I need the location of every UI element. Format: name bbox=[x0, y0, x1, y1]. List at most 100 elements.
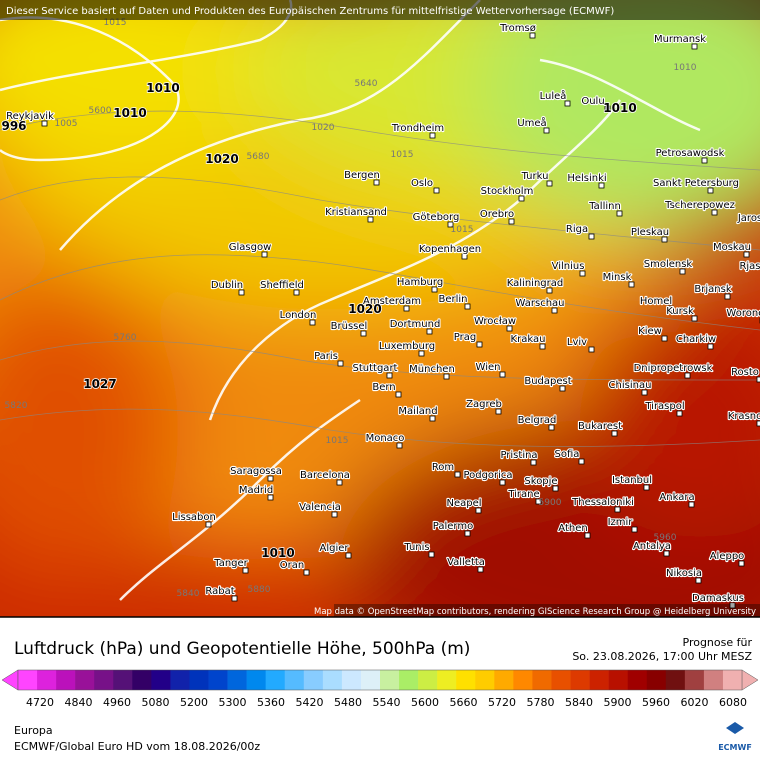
contour-label: 1010 bbox=[674, 63, 697, 73]
city-label: Moskau bbox=[713, 242, 751, 253]
city-marker bbox=[604, 105, 611, 112]
city-marker bbox=[447, 221, 454, 228]
city-label: Bukarest bbox=[578, 421, 622, 432]
city-label: Saragossa bbox=[230, 466, 282, 477]
colorbar-tick-label: 5080 bbox=[142, 696, 170, 709]
city-label: Neapel bbox=[446, 498, 481, 509]
city-label: Tanger bbox=[213, 558, 248, 569]
colorbar-tick-label: 5420 bbox=[296, 696, 324, 709]
city-label: Petrosawodsk bbox=[656, 148, 725, 159]
city-marker bbox=[529, 32, 536, 39]
colorbar-segment bbox=[227, 670, 247, 690]
colorbar-segment bbox=[608, 670, 628, 690]
city-label: Pristina bbox=[500, 450, 537, 461]
city-label: Chisinau bbox=[609, 380, 652, 391]
colorbar-segment bbox=[208, 670, 228, 690]
city-marker bbox=[461, 253, 468, 260]
city-marker bbox=[336, 479, 343, 486]
city-label: Brjansk bbox=[694, 284, 731, 295]
city-label: Homel bbox=[640, 296, 672, 307]
city-marker bbox=[205, 521, 212, 528]
colorbar-segment bbox=[170, 670, 190, 690]
contour-label: 5680 bbox=[247, 152, 270, 162]
contour-label: 5960 bbox=[654, 533, 677, 543]
city-label: Dublin bbox=[211, 280, 243, 291]
contour-label: 996 bbox=[1, 119, 26, 133]
city-label: Istanbul bbox=[612, 475, 652, 486]
colorbar-tick-label: 4840 bbox=[65, 696, 93, 709]
city-label: Luleå bbox=[540, 89, 567, 102]
city-label: Wien bbox=[476, 362, 501, 373]
attribution-background bbox=[334, 604, 760, 617]
colorbar-segment bbox=[380, 670, 400, 690]
banner-background bbox=[0, 0, 760, 20]
city-marker bbox=[499, 371, 506, 378]
city-marker bbox=[738, 560, 745, 567]
colorbar-segment bbox=[360, 670, 381, 690]
contour-label: 5600 bbox=[89, 106, 112, 116]
city-label: Bern bbox=[372, 382, 395, 393]
city-label: Sankt Petersburg bbox=[653, 178, 739, 189]
city-marker bbox=[475, 507, 482, 514]
city-marker bbox=[367, 216, 374, 223]
city-label: Vilnius bbox=[552, 261, 585, 272]
city-marker bbox=[454, 471, 461, 478]
city-marker bbox=[661, 236, 668, 243]
city-label: Krasno bbox=[728, 411, 760, 422]
contour-label: 1010 bbox=[603, 101, 636, 115]
contour-label: 1020 bbox=[312, 123, 335, 133]
city-marker bbox=[429, 415, 436, 422]
colorbar-segment bbox=[722, 670, 743, 690]
city-marker bbox=[267, 475, 274, 482]
city-label: Berlin bbox=[438, 294, 467, 305]
city-label: Belgrad bbox=[518, 415, 557, 426]
city-marker bbox=[588, 346, 595, 353]
contour-label: 1010 bbox=[113, 106, 146, 120]
city-marker bbox=[495, 408, 502, 415]
contour-label: 1005 bbox=[55, 119, 78, 129]
colorbar-segment bbox=[456, 670, 476, 690]
colorbar-segment bbox=[532, 670, 552, 690]
city-label: Göteborg bbox=[413, 212, 460, 223]
colorbar-tick-label: 5660 bbox=[450, 696, 478, 709]
colorbar-segment bbox=[265, 670, 286, 690]
city-marker bbox=[691, 315, 698, 322]
city-label: Barcelona bbox=[300, 470, 350, 481]
city-marker bbox=[395, 391, 402, 398]
city-marker bbox=[688, 501, 695, 508]
city-marker bbox=[676, 410, 683, 417]
city-marker bbox=[724, 293, 731, 300]
city-marker bbox=[546, 180, 553, 187]
city-marker bbox=[476, 341, 483, 348]
city-label: Tirane bbox=[507, 489, 539, 500]
city-label: Turku bbox=[521, 171, 549, 182]
city-marker bbox=[711, 209, 718, 216]
city-label: Smolensk bbox=[644, 259, 693, 270]
city-marker bbox=[631, 526, 638, 533]
city-label: Glasgow bbox=[229, 242, 272, 253]
colorbar-tick-label: 5960 bbox=[642, 696, 670, 709]
contour-label: 1020 bbox=[348, 302, 381, 316]
city-marker bbox=[551, 307, 558, 314]
city-marker bbox=[707, 343, 714, 350]
city-marker bbox=[564, 100, 571, 107]
colorbar-segment bbox=[684, 670, 705, 690]
city-label: Amsterdam bbox=[363, 296, 421, 307]
colorbar-segment bbox=[18, 670, 38, 690]
colorbar-segment bbox=[570, 670, 590, 690]
city-label: Sheffield bbox=[260, 280, 304, 291]
height-contours bbox=[0, 110, 760, 447]
city-label: Luxemburg bbox=[379, 341, 435, 352]
city-marker bbox=[643, 484, 650, 491]
colorbar-segment bbox=[646, 670, 667, 690]
city-label: Bergen bbox=[344, 170, 380, 181]
colorbar-segment bbox=[513, 670, 533, 690]
colorbar-tick-label: 5600 bbox=[411, 696, 439, 709]
city-label: Oulu bbox=[581, 96, 604, 107]
model-run: ECMWF/Global Euro HD vom 18.08.2026/00z bbox=[14, 740, 260, 753]
city-marker bbox=[611, 430, 618, 437]
colorbar-tick-label: 4720 bbox=[26, 696, 54, 709]
city-marker bbox=[345, 552, 352, 559]
city-label: Woronez bbox=[726, 308, 760, 319]
city-marker bbox=[309, 319, 316, 326]
